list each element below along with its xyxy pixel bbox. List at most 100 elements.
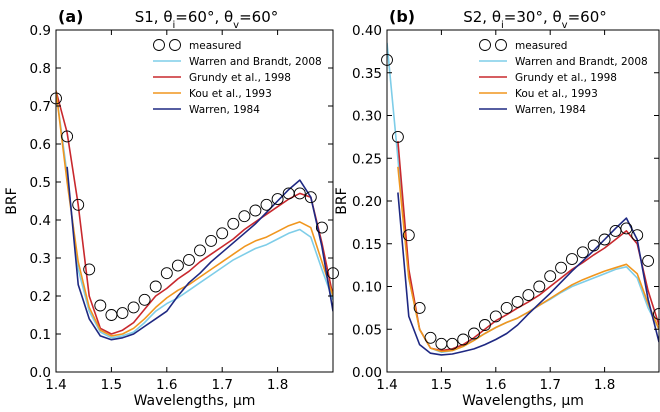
measured-point [489, 310, 502, 323]
series-line [397, 192, 659, 356]
measured-point [238, 210, 251, 223]
legend-label: Warren and Brandt, 2008 [189, 56, 322, 68]
measured-point [413, 301, 426, 314]
y-tick-label: 0.9 [30, 23, 51, 39]
measured-point [304, 191, 317, 204]
series-line [56, 90, 333, 339]
series-line [66, 166, 333, 341]
measured-point [127, 301, 140, 314]
panel-title: S1, θi=60°, θv=60° [135, 8, 279, 31]
x-tick-label: 1.5 [101, 377, 122, 393]
x-tick-label: 1.8 [594, 377, 615, 393]
measured-point [424, 331, 437, 344]
x-tick-label: 1.8 [267, 377, 288, 393]
measured-point [446, 337, 459, 350]
measured-point [149, 280, 162, 293]
measured-point [260, 198, 273, 211]
x-axis-label: Wavelengths, μm [462, 393, 584, 409]
x-tick-label: 1.7 [211, 377, 232, 393]
y-tick-label: 0.35 [352, 66, 382, 82]
measured-point [457, 333, 470, 346]
measured-point [576, 246, 589, 259]
y-tick-label: 0.20 [352, 194, 382, 210]
measured-point [227, 217, 240, 230]
y-axis-label: BRF [4, 187, 20, 214]
panel-label: (b) [389, 7, 415, 26]
y-tick-label: 0.40 [352, 23, 382, 39]
x-tick-label: 1.4 [376, 377, 397, 393]
x-tick-label: 1.4 [45, 377, 66, 393]
measured-point [293, 187, 306, 200]
measured-point [116, 307, 129, 320]
panel-title: S2, θi=30°, θv=60° [463, 8, 607, 31]
x-tick-label: 1.6 [485, 377, 506, 393]
measured-point [216, 227, 229, 240]
measured-point [205, 234, 218, 247]
y-axis-label: BRF [334, 187, 350, 214]
measured-point [478, 319, 491, 331]
series-line [56, 90, 333, 337]
y-tick-label: 0.00 [352, 365, 382, 381]
measured-point [315, 221, 328, 234]
legend-label: Grundy et al., 1998 [515, 72, 617, 84]
y-tick-label: 0.6 [30, 137, 51, 153]
measured-point [183, 253, 195, 266]
series-line [397, 166, 659, 353]
panel-label: (a) [58, 7, 83, 26]
legend-label: measured [515, 40, 567, 52]
x-axis-label: Wavelengths, μm [134, 393, 256, 409]
measured-point [160, 267, 173, 280]
legend-marker [153, 39, 165, 51]
y-tick-label: 0.2 [30, 289, 51, 305]
x-tick-label: 1.7 [539, 377, 560, 393]
y-tick-label: 0.4 [30, 213, 51, 229]
legend-marker [495, 39, 507, 51]
measured-point [249, 204, 262, 217]
y-tick-label: 0.1 [30, 327, 51, 343]
legend-marker [169, 39, 181, 51]
y-tick-label: 0.05 [352, 322, 382, 338]
legend-label: Grundy et al., 1998 [189, 72, 291, 84]
measured-point [468, 327, 480, 340]
x-tick-label: 1.5 [431, 377, 452, 393]
measured-point [511, 295, 524, 308]
measured-point [609, 224, 622, 237]
y-tick-label: 0.8 [30, 61, 51, 77]
measured-point [642, 254, 655, 267]
measured-point [83, 263, 96, 276]
measured-point [138, 293, 151, 306]
measured-point [194, 244, 206, 257]
plot-frame [55, 29, 334, 373]
legend-label: Warren and Brandt, 2008 [515, 56, 648, 68]
legend-label: Warren, 1984 [189, 104, 260, 116]
legend-label: Kou et al., 1993 [515, 88, 598, 100]
measured-point [587, 239, 600, 252]
measured-point [171, 259, 184, 272]
legend-marker [479, 39, 491, 51]
measured-point [566, 253, 578, 266]
y-tick-label: 0.25 [352, 151, 382, 167]
measured-point [620, 222, 633, 235]
measured-point [631, 229, 644, 242]
measured-point [544, 270, 557, 283]
measured-point [72, 198, 85, 211]
measured-point [598, 233, 611, 246]
measured-point [271, 193, 284, 206]
measured-point [61, 130, 74, 143]
y-tick-label: 0.3 [30, 251, 51, 267]
measured-point [402, 229, 415, 242]
series-line [397, 141, 659, 352]
legend-label: Warren, 1984 [515, 104, 586, 116]
measured-point [391, 130, 404, 143]
y-tick-label: 0.30 [352, 109, 382, 125]
legend-label: measured [189, 40, 241, 52]
series-line [56, 90, 333, 335]
measured-point [94, 299, 107, 312]
y-tick-label: 0.7 [30, 99, 51, 115]
measured-point [533, 280, 546, 293]
y-tick-label: 0.15 [352, 237, 382, 253]
y-tick-label: 0.0 [30, 365, 51, 381]
x-tick-label: 1.6 [156, 377, 177, 393]
